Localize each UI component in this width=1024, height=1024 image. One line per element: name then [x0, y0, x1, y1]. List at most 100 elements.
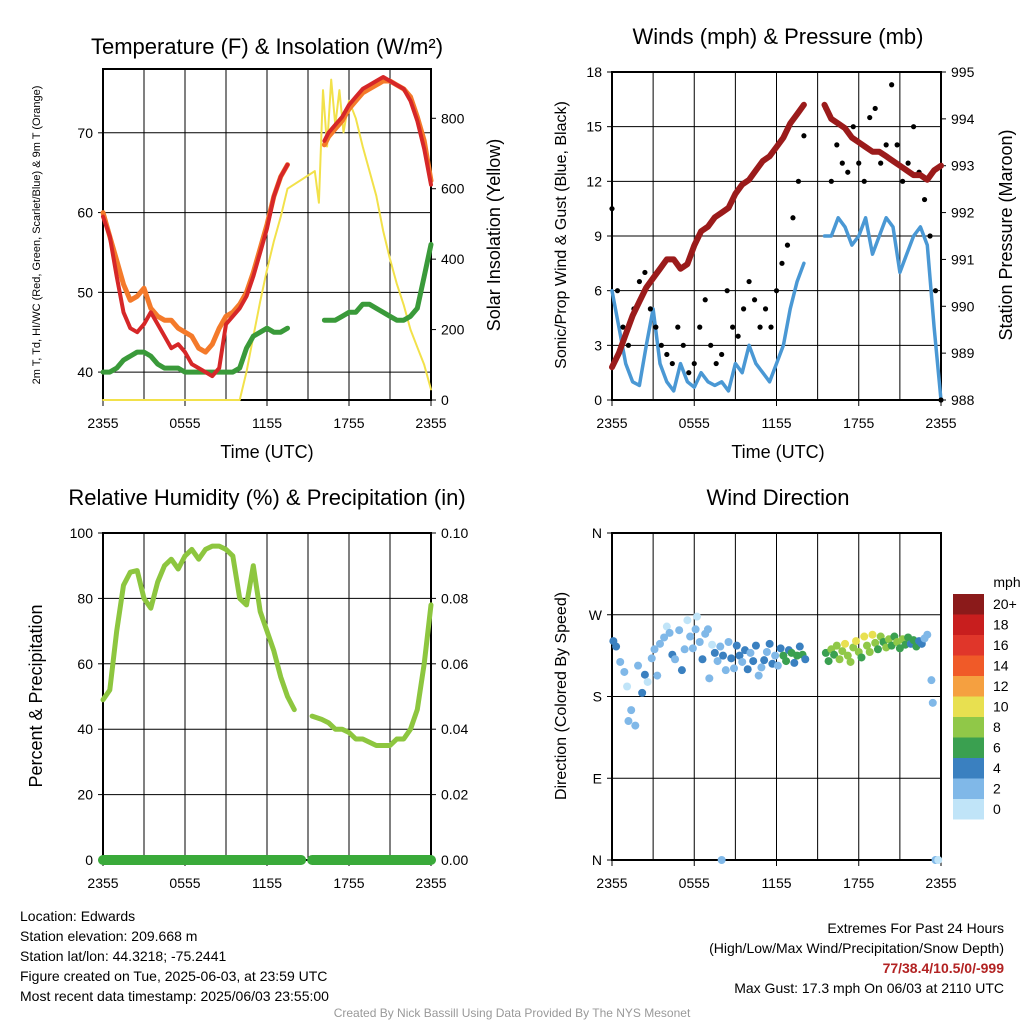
colorbar-label: 4: [993, 760, 1001, 776]
direction-point: [683, 616, 692, 625]
colorbar-swatch: [953, 737, 984, 758]
direction-point: [757, 663, 766, 672]
x-tick-label: 1155: [761, 415, 791, 431]
gust-point: [834, 142, 840, 148]
gust-point: [856, 160, 862, 166]
gust-point: [910, 124, 917, 130]
gust-point: [894, 142, 900, 148]
rh-chart-title: Relative Humidity (%) & Precipitation (i…: [68, 485, 465, 510]
y-tick-label: 0: [85, 852, 93, 868]
pressure-line: [609, 101, 944, 371]
direction-point: [865, 647, 874, 656]
humidity-precip-panel: Relative Humidity (%) & Precipitation (i…: [26, 485, 468, 891]
y-tick-label: 60: [77, 656, 93, 672]
colorbar-swatch: [953, 676, 984, 697]
x-tick-label: 1755: [843, 415, 874, 431]
direction-point: [732, 641, 741, 650]
direction-point: [675, 626, 684, 635]
gust-point: [850, 124, 856, 130]
extremes-values: 77/38.4/10.5/0/-999: [882, 960, 1004, 976]
extremes-title: Extremes For Past 24 Hours: [827, 920, 1004, 936]
direction-point: [650, 645, 659, 654]
y-tick-label: 9: [594, 228, 602, 244]
colorbar-swatch: [953, 614, 984, 635]
direction-point: [730, 664, 739, 673]
recent-text: Most recent data timestamp: 2025/06/03 2…: [20, 988, 329, 1004]
direction-point: [634, 661, 643, 670]
y-tick-label: 70: [77, 125, 93, 141]
gust-point: [642, 269, 648, 276]
gust-point: [625, 342, 632, 348]
gust-point: [883, 142, 889, 148]
temperature-line: [101, 75, 433, 379]
colorbar-swatch: [953, 696, 984, 717]
gust-point: [889, 82, 895, 88]
gust-point: [609, 206, 615, 212]
colorbar-label: 6: [993, 740, 1001, 756]
direction-point: [838, 647, 847, 656]
direction-point: [873, 645, 882, 654]
station-info: Location: Edwards Station elevation: 209…: [20, 906, 329, 1006]
gust-point: [675, 324, 681, 330]
direction-point: [830, 650, 839, 659]
direction-point: [852, 637, 861, 646]
gust-point: [878, 160, 884, 166]
gust-point: [658, 342, 664, 348]
direction-point: [692, 612, 701, 621]
gust-point: [691, 360, 697, 367]
x-tick-label: 2355: [415, 875, 446, 891]
direction-point: [746, 648, 755, 657]
direction-point: [691, 625, 700, 634]
gust-point: [768, 324, 774, 330]
gust-point: [773, 288, 780, 294]
gust-point: [762, 306, 769, 312]
temp-ylabel: 2m T, Td, HI/WC (Red, Green, Scarlet/Blu…: [31, 86, 43, 385]
y2-tick-label: 600: [441, 181, 465, 197]
y-tick-label: 18: [586, 64, 602, 80]
colorbar-label: 10: [993, 699, 1009, 715]
gust-point: [828, 178, 834, 184]
colorbar-swatch: [953, 758, 984, 779]
gust-point: [686, 370, 692, 376]
x-tick-label: 1755: [843, 875, 874, 891]
gust-point: [620, 324, 626, 330]
direction-point: [846, 657, 855, 666]
direction-point: [705, 674, 714, 683]
direction-point: [710, 648, 719, 657]
direction-point: [776, 644, 785, 653]
rh-line: [100, 543, 434, 748]
gust-point: [724, 288, 730, 294]
temp-chart-title: Temperature (F) & Insolation (W/m²): [91, 34, 443, 59]
elevation-text: Station elevation: 209.668 m: [20, 928, 198, 944]
y2-tick-label: 989: [951, 345, 975, 361]
y2-tick-label: 990: [951, 298, 975, 314]
direction-point: [832, 641, 841, 650]
gust-point: [741, 306, 747, 312]
colorbar-label: 2: [993, 781, 1001, 797]
direction-point: [643, 677, 652, 686]
gust-point: [927, 233, 933, 239]
y2-tick-label: 0.02: [441, 787, 468, 803]
winds-pressure-panel: Winds (mph) & Pressure (mb) Time (UTC) S…: [553, 24, 1016, 462]
direction-point: [738, 657, 747, 666]
gust-point: [795, 178, 802, 184]
x-tick-label: 2355: [596, 875, 627, 891]
y-tick-label: 6: [594, 283, 602, 299]
direction-point: [698, 655, 707, 664]
y2-tick-label: 0.00: [441, 852, 468, 868]
x-tick-label: 2355: [596, 415, 627, 431]
location-text: Location: Edwards: [20, 908, 136, 924]
gust-point: [680, 342, 686, 348]
wind-chart-title: Winds (mph) & Pressure (mb): [633, 24, 924, 49]
direction-point: [751, 641, 760, 650]
direction-point: [638, 688, 647, 697]
x-tick-label: 0555: [169, 415, 200, 431]
wind-xlabel: Time (UTC): [731, 442, 824, 462]
gust-point: [719, 351, 725, 358]
y2-tick-label: 0.08: [441, 590, 468, 606]
gust-point: [664, 351, 670, 358]
rh-ylabel: Percent & Precipitation: [26, 604, 46, 787]
direction-point: [612, 642, 621, 651]
y-tick-label: N: [592, 525, 602, 541]
direction-point: [653, 671, 662, 680]
